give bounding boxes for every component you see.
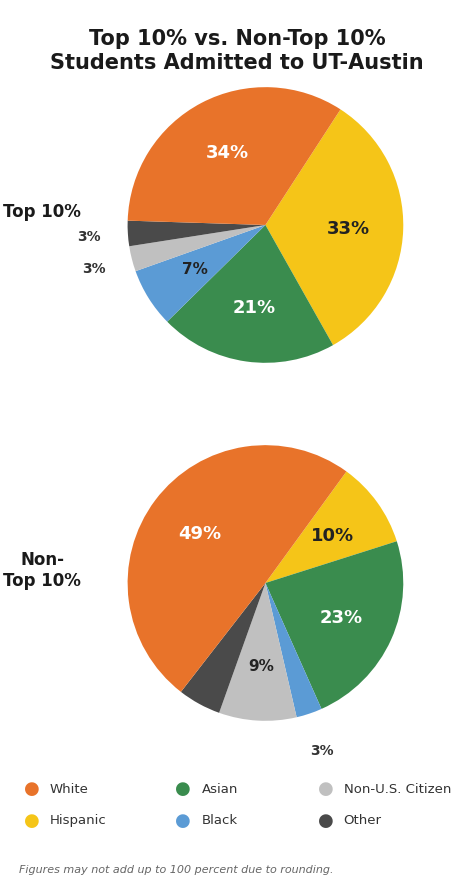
Wedge shape — [265, 542, 403, 709]
Wedge shape — [181, 584, 265, 713]
Text: Hispanic: Hispanic — [50, 814, 107, 826]
Wedge shape — [136, 225, 265, 322]
Text: 10%: 10% — [311, 526, 354, 544]
Text: 34%: 34% — [206, 144, 249, 162]
Wedge shape — [128, 89, 340, 225]
Wedge shape — [129, 225, 265, 272]
Text: Top 10%: Top 10% — [3, 203, 81, 221]
Text: 33%: 33% — [327, 219, 370, 237]
Text: ●: ● — [175, 811, 191, 829]
Text: 3%: 3% — [82, 262, 106, 276]
Text: ●: ● — [24, 811, 39, 829]
Text: Asian: Asian — [201, 782, 238, 795]
Wedge shape — [219, 584, 297, 721]
Text: Figures may not add up to 100 percent due to rounding.: Figures may not add up to 100 percent du… — [19, 864, 334, 874]
Text: ●: ● — [175, 780, 191, 797]
Text: 7%: 7% — [182, 262, 208, 277]
Text: 23%: 23% — [319, 608, 363, 626]
Text: ●: ● — [318, 811, 333, 829]
Text: 49%: 49% — [178, 525, 221, 543]
Text: 3%: 3% — [78, 230, 101, 243]
Text: Non-
Top 10%: Non- Top 10% — [3, 550, 81, 589]
Text: 3%: 3% — [310, 744, 333, 757]
Wedge shape — [265, 110, 403, 346]
Text: 9%: 9% — [248, 658, 273, 673]
Text: 5%: 5% — [168, 730, 193, 746]
Text: 21%: 21% — [232, 299, 275, 316]
Wedge shape — [128, 446, 346, 692]
Text: Other: Other — [344, 814, 382, 826]
Wedge shape — [128, 222, 265, 247]
Text: White: White — [50, 782, 89, 795]
Wedge shape — [265, 584, 321, 717]
Text: ●: ● — [24, 780, 39, 797]
Text: ●: ● — [318, 780, 333, 797]
Text: Top 10% vs. Non-Top 10%
Students Admitted to UT-Austin: Top 10% vs. Non-Top 10% Students Admitte… — [50, 29, 424, 73]
Text: Black: Black — [201, 814, 237, 826]
Wedge shape — [265, 472, 397, 584]
Text: Non-U.S. Citizen: Non-U.S. Citizen — [344, 782, 451, 795]
Wedge shape — [167, 225, 333, 363]
